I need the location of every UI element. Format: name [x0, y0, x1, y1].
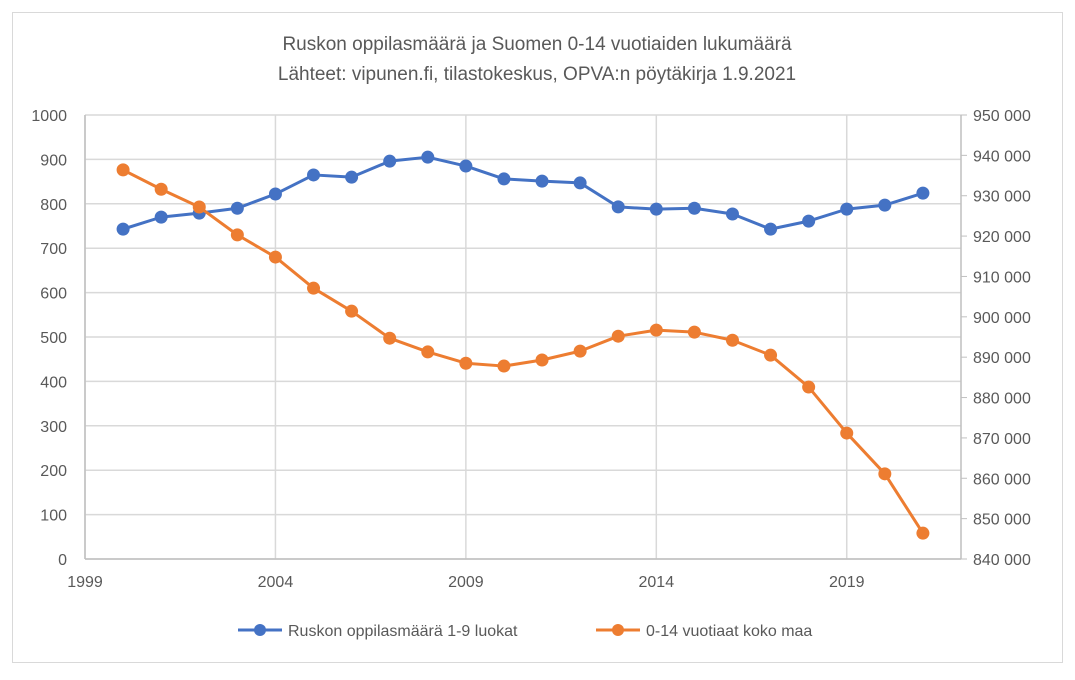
y-tick-right: 940 000 — [973, 148, 1031, 165]
data-point-1-2014 — [649, 323, 663, 337]
data-point-1-2020 — [878, 467, 892, 481]
y-tick-right: 950 000 — [973, 108, 1031, 125]
y-tick-right: 900 000 — [973, 310, 1031, 327]
data-point-1-2015 — [687, 325, 701, 339]
legend-marker-blue — [254, 624, 266, 636]
x-tick: 2009 — [448, 574, 484, 591]
data-point-1-2012 — [573, 344, 587, 358]
data-point-1-2004 — [268, 250, 282, 264]
series-line-1 — [122, 168, 925, 534]
data-point-0-2007 — [383, 154, 397, 168]
y-tick-left: 300 — [40, 419, 67, 436]
data-point-0-2020 — [878, 198, 892, 212]
data-point-1-2006 — [345, 304, 359, 318]
data-point-0-2012 — [573, 176, 587, 190]
y-tick-right: 870 000 — [973, 431, 1031, 448]
data-point-1-2000 — [116, 163, 130, 177]
y-tick-left: 900 — [40, 152, 67, 169]
legend-marker-orange — [612, 624, 624, 636]
y-tick-right: 850 000 — [973, 512, 1031, 529]
data-point-0-2000 — [116, 222, 130, 236]
data-point-0-2001 — [154, 210, 168, 224]
data-point-0-2018 — [802, 214, 816, 228]
data-point-0-2005 — [307, 168, 321, 182]
series-line-0 — [122, 155, 924, 231]
data-point-0-2016 — [725, 207, 739, 221]
x-tick: 2004 — [258, 574, 294, 591]
y-tick-right: 890 000 — [973, 350, 1031, 367]
data-point-0-2015 — [687, 201, 701, 215]
data-point-1-2007 — [383, 331, 397, 345]
data-point-1-2017 — [764, 348, 778, 362]
y-tick-left: 800 — [40, 197, 67, 214]
y-tick-left: 600 — [40, 286, 67, 303]
data-point-0-2017 — [764, 222, 778, 236]
data-point-1-2001 — [154, 182, 168, 196]
y-tick-left: 0 — [58, 552, 67, 569]
data-point-0-2008 — [421, 150, 435, 164]
data-point-0-2014 — [649, 202, 663, 216]
data-point-1-2009 — [459, 356, 473, 370]
data-point-0-2009 — [459, 159, 473, 173]
data-point-1-2008 — [421, 345, 435, 359]
y-tick-right: 840 000 — [973, 552, 1031, 569]
data-point-0-2006 — [345, 170, 359, 184]
y-tick-right: 910 000 — [973, 269, 1031, 286]
x-tick: 2019 — [829, 574, 865, 591]
data-point-0-2011 — [535, 174, 549, 188]
y-tick-left: 100 — [40, 508, 67, 525]
data-point-1-2018 — [802, 380, 816, 394]
data-point-1-2016 — [725, 333, 739, 347]
chart-subtitle: Lähteet: vipunen.fi, tilastokeskus, OPVA… — [278, 64, 796, 85]
y-tick-right: 860 000 — [973, 471, 1031, 488]
data-point-1-2019 — [840, 426, 854, 440]
legend-label-orange: 0-14 vuotiaat koko maa — [646, 623, 812, 640]
y-tick-left: 700 — [40, 241, 67, 258]
axes: 0 100 200 300 400 500 600 700 800 900 1000 840 000 8… — [31, 108, 1031, 591]
y-tick-right: 920 000 — [973, 229, 1031, 246]
data-point-0-2010 — [497, 172, 511, 186]
data-point-1-2013 — [611, 329, 625, 343]
data-point-1-2005 — [307, 281, 321, 295]
data-point-0-2003 — [230, 201, 244, 215]
y-tick-right: 930 000 — [973, 189, 1031, 206]
data-point-1-2010 — [497, 359, 511, 373]
chart-title: Ruskon oppilasmäärä ja Suomen 0-14 vuoti… — [282, 34, 792, 55]
data-point-1-2002 — [192, 200, 206, 214]
data-point-0-2019 — [840, 202, 854, 216]
data-point-0-2021 — [916, 186, 930, 200]
data-point-1-2003 — [230, 228, 244, 242]
data-point-1-2021 — [916, 526, 930, 540]
data-point-0-2013 — [611, 200, 625, 214]
y-tick-left: 1000 — [31, 108, 67, 125]
y-tick-right: 880 000 — [973, 391, 1031, 408]
series — [116, 150, 930, 540]
legend: Ruskon oppilasmäärä 1-9 luokat 0-14 vuot… — [238, 623, 812, 640]
y-tick-left: 200 — [40, 463, 67, 480]
data-point-0-2004 — [268, 187, 282, 201]
data-point-1-2011 — [535, 353, 549, 367]
y-tick-left: 400 — [40, 374, 67, 391]
legend-label-blue: Ruskon oppilasmäärä 1-9 luokat — [288, 623, 518, 640]
x-tick: 1999 — [67, 574, 103, 591]
y-tick-left: 500 — [40, 330, 67, 347]
x-tick: 2014 — [639, 574, 675, 591]
